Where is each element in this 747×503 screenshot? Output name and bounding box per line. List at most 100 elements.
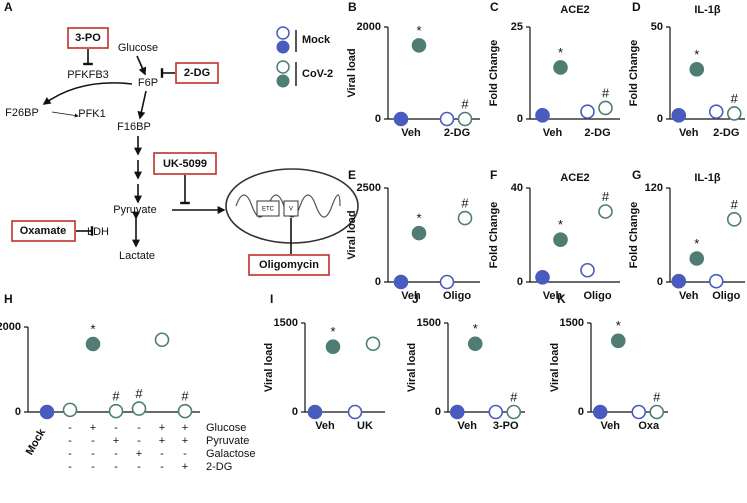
inhibitor-box xyxy=(67,27,109,49)
significance-label: # xyxy=(135,386,143,401)
panel-letter: J xyxy=(412,292,419,306)
y-tick-label: 0 xyxy=(657,276,663,288)
condition-sign: + xyxy=(182,435,188,447)
significance-label: # xyxy=(461,196,469,211)
y-axis-label: Fold Change xyxy=(488,202,500,269)
data-point xyxy=(108,403,124,419)
node-label: F26BP xyxy=(5,107,39,119)
x-tick-label: Veh xyxy=(679,127,699,139)
data-point xyxy=(325,339,341,355)
y-tick-label: 2000 xyxy=(0,321,21,333)
y-tick-label: 1500 xyxy=(274,317,298,329)
data-point xyxy=(535,108,550,123)
data-point xyxy=(649,404,665,420)
y-tick-label: 0 xyxy=(517,276,523,288)
legend: Mock CoV-2 xyxy=(276,26,333,88)
panel-letter: A xyxy=(4,0,13,14)
data-point xyxy=(449,404,465,420)
panel-letter: H xyxy=(4,292,13,306)
data-point xyxy=(553,60,568,75)
condition-sign: + xyxy=(90,422,96,434)
condition-sign: - xyxy=(68,422,72,434)
data-point xyxy=(610,333,626,349)
x-tick-label: Oligo xyxy=(443,290,471,302)
significance-label: * xyxy=(558,217,563,232)
y-tick-label: 1500 xyxy=(417,317,441,329)
significance-label: # xyxy=(731,197,739,212)
data-point xyxy=(671,273,687,289)
condition-sign: - xyxy=(160,448,164,460)
chart-title: ACE2 xyxy=(560,172,589,184)
data-point xyxy=(467,336,483,352)
data-point xyxy=(62,402,78,418)
y-tick-label: 0 xyxy=(375,276,381,288)
significance-label: * xyxy=(558,45,563,60)
condition-sign: - xyxy=(91,448,95,460)
significance-label: * xyxy=(416,23,421,38)
chart-title: IL-1β xyxy=(694,4,721,16)
legend-marker xyxy=(276,26,290,40)
y-tick-label: 2000 xyxy=(357,21,381,33)
etc-box xyxy=(256,200,280,217)
data-point xyxy=(488,404,504,420)
node-label: LDH xyxy=(87,226,109,238)
v-box xyxy=(283,200,299,217)
panel-letter: K xyxy=(557,292,566,306)
significance-label: * xyxy=(90,321,95,336)
y-axis-label: Fold Change xyxy=(628,40,640,107)
x-tick-label: Veh xyxy=(600,420,620,432)
cristae xyxy=(235,194,341,218)
data-point xyxy=(689,251,705,266)
y-tick-label: 0 xyxy=(15,406,21,418)
data-point xyxy=(39,404,55,420)
significance-label: * xyxy=(694,236,699,251)
y-tick-label: 0 xyxy=(292,406,298,418)
condition-label: Galactose xyxy=(206,448,256,460)
y-tick-label: 0 xyxy=(517,113,523,125)
chart-title: IL-1β xyxy=(694,172,721,184)
data-point xyxy=(631,404,647,420)
data-point xyxy=(553,232,568,247)
significance-label: # xyxy=(731,91,739,106)
legend-label: Mock xyxy=(302,34,331,46)
inhibitor-box xyxy=(11,220,76,242)
inhibitor-box xyxy=(153,152,217,175)
y-tick-label: 25 xyxy=(511,21,523,33)
x-tick-label: Veh xyxy=(457,420,477,432)
data-point xyxy=(365,336,381,352)
node-label: Oxamate xyxy=(20,225,66,237)
node-label: V xyxy=(289,207,293,213)
data-point xyxy=(592,404,608,420)
pathway-diagram xyxy=(11,27,359,276)
node-label: F6P xyxy=(138,77,158,89)
data-point xyxy=(457,111,473,127)
arrow xyxy=(136,55,147,76)
node-label: Lactate xyxy=(119,250,155,262)
data-point xyxy=(393,274,409,290)
condition-sign: + xyxy=(182,422,188,434)
panel-letter: G xyxy=(632,168,641,182)
data-point xyxy=(580,104,595,119)
node-label: Glucose xyxy=(118,42,158,54)
x-tick-label: Oligo xyxy=(583,290,611,302)
x-tick-label: 2-DG xyxy=(713,127,739,139)
data-point xyxy=(411,225,427,241)
data-point xyxy=(506,404,522,420)
x-tick-label: Oligo xyxy=(712,290,740,302)
significance-label: # xyxy=(112,389,120,404)
x-tick-label: Veh xyxy=(543,127,563,139)
condition-sign: + xyxy=(159,435,165,447)
y-tick-label: 0 xyxy=(375,113,381,125)
significance-label: * xyxy=(473,321,478,336)
y-tick-label: 0 xyxy=(435,406,441,418)
y-axis-label: Fold Change xyxy=(488,40,500,107)
x-tick-label: Mock xyxy=(24,426,49,457)
x-tick-label: Veh xyxy=(401,127,421,139)
node-label: ETC xyxy=(262,207,275,213)
panel-letter: E xyxy=(348,168,356,182)
condition-sign: - xyxy=(137,422,141,434)
panel-letter: I xyxy=(270,292,273,306)
condition-sign: - xyxy=(91,435,95,447)
inhibitor-box xyxy=(248,254,330,276)
condition-sign: - xyxy=(183,448,187,460)
